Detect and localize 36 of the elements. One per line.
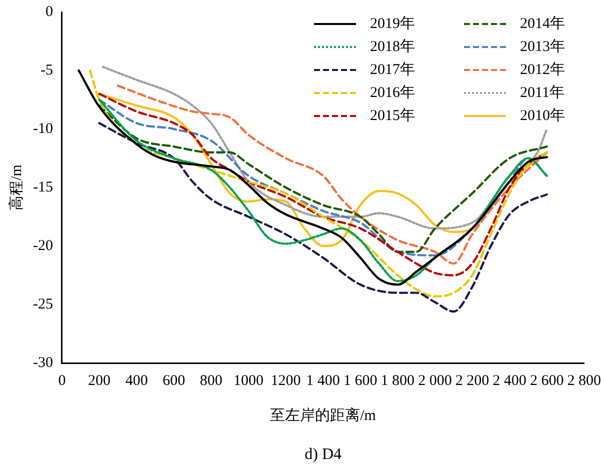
x-tick-label: 2 400 [492, 372, 526, 389]
x-tick-label: 400 [125, 372, 148, 389]
legend-label: 2017年 [370, 61, 415, 79]
x-tick-label: 0 [58, 372, 66, 389]
x-tick-label: 1 400 [306, 372, 340, 389]
x-tick-label: 1 600 [343, 372, 378, 389]
legend-label: 2015年 [370, 107, 415, 125]
x-tick-label: 1200 [270, 372, 301, 389]
x-tick-label: 2 800 [567, 372, 601, 389]
x-tick-label: 200 [88, 372, 111, 389]
legend-label: 2013年 [520, 38, 565, 56]
y-tick-label: -20 [32, 238, 53, 254]
legend-label: 2011年 [520, 84, 564, 102]
legend-label: 2012年 [520, 61, 565, 79]
line-series [98, 122, 548, 313]
x-tick-label: 800 [200, 372, 222, 389]
y-axis-title: 高程/m [8, 164, 25, 210]
text: d) D4 [304, 446, 342, 463]
y-tick-label: -10 [32, 120, 53, 137]
legend-label: 2010年 [520, 107, 565, 125]
y-tick-label: -30 [32, 354, 53, 371]
x-tick-label: 2 200 [455, 372, 490, 389]
y-tick-label: -5 [40, 62, 53, 78]
x-tick-label: 1000 [233, 372, 264, 389]
y-tick-label: -15 [32, 179, 53, 196]
y-tick-label: -25 [32, 296, 53, 312]
legend-label: 2018年 [370, 38, 415, 56]
x-axis-title: 至左岸的距离/m [270, 406, 376, 424]
x-tick-label: 2 600 [530, 372, 564, 389]
legend-label: 2014年 [520, 15, 565, 33]
legend-label: 2016年 [370, 84, 415, 102]
legend-label: 2019年 [370, 15, 415, 33]
x-tick-label: 2 000 [418, 372, 452, 389]
x-tick-label: 600 [162, 372, 186, 389]
y-tick-label: 0 [45, 4, 53, 20]
x-tick-label: 1 800 [380, 372, 415, 389]
